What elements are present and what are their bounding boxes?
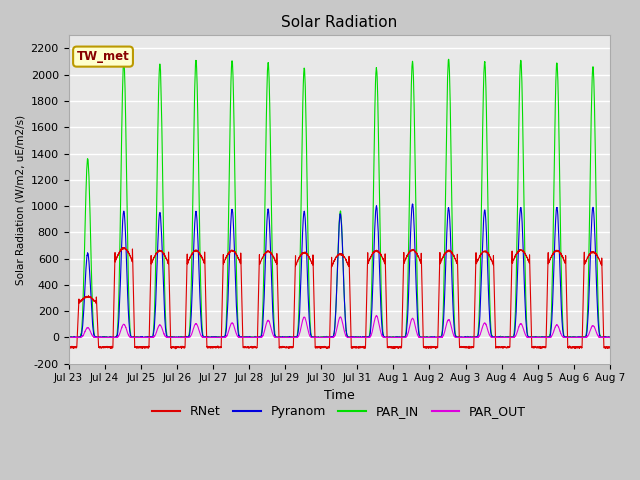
PAR_IN [492,334,499,340]
Pyranom [606,335,614,340]
RNet [162,255,170,261]
RNet [172,346,180,352]
Pyranom [319,335,327,340]
PAR_IN [445,56,452,62]
Pyranom [492,335,499,340]
Line: PAR_IN: PAR_IN [68,59,610,337]
Title: Solar Radiation: Solar Radiation [281,15,397,30]
Pyranom [162,329,170,335]
PAR_IN [431,334,438,340]
PAR_OUT [606,335,614,340]
PAR_IN [162,323,170,329]
Pyranom [461,335,468,340]
Pyranom [605,335,613,340]
Pyranom [431,335,438,340]
RNet [65,346,72,351]
Y-axis label: Solar Radiation (W/m2, uE/m2/s): Solar Radiation (W/m2, uE/m2/s) [15,114,25,285]
PAR_OUT [319,335,326,340]
PAR_OUT [461,335,468,340]
RNet [120,245,127,251]
Pyranom [65,335,72,340]
Line: Pyranom: Pyranom [68,204,610,337]
RNet [492,332,499,338]
PAR_IN [605,335,613,340]
PAR_IN [65,334,72,340]
PAR_IN [606,335,614,340]
PAR_OUT [431,335,438,340]
RNet [431,344,438,350]
RNet [319,344,327,349]
PAR_OUT [605,335,613,340]
RNet [605,345,613,351]
RNet [606,344,614,349]
PAR_IN [319,334,327,340]
X-axis label: Time: Time [324,389,355,402]
PAR_OUT [162,334,170,340]
RNet [461,344,468,349]
PAR_OUT [65,335,72,340]
PAR_OUT [372,312,380,318]
Pyranom [408,201,416,207]
Legend: RNet, Pyranom, PAR_IN, PAR_OUT: RNet, Pyranom, PAR_IN, PAR_OUT [147,400,531,423]
PAR_IN [461,334,468,340]
Text: TW_met: TW_met [77,50,129,63]
PAR_IN [65,335,73,340]
Line: RNet: RNet [68,248,610,349]
Line: PAR_OUT: PAR_OUT [68,315,610,337]
Pyranom [65,335,73,340]
PAR_OUT [492,334,499,340]
